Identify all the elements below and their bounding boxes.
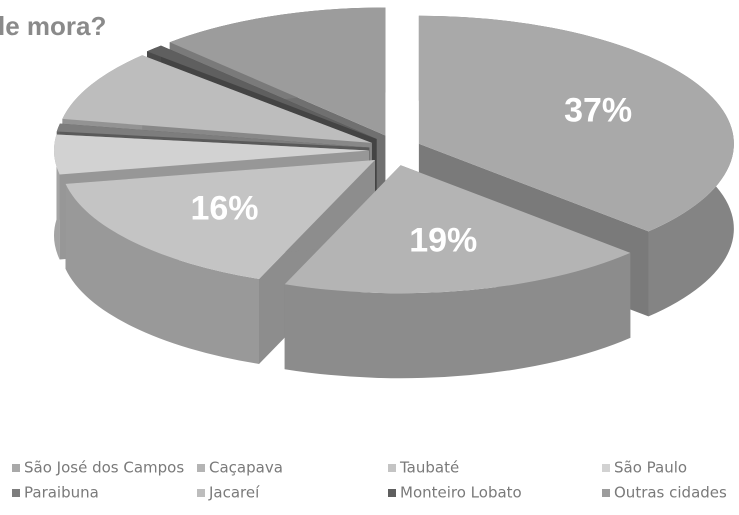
data-label: 19% (409, 222, 477, 260)
slice-top (54, 134, 370, 175)
slice-top (146, 45, 377, 139)
chart-title: le mora? (0, 11, 106, 41)
legend-swatch (197, 464, 205, 472)
slice-top (284, 165, 631, 294)
legend-label: Caçapava (209, 459, 283, 477)
slice-side (65, 183, 260, 364)
data-label: 16% (190, 190, 258, 228)
legend-label: Monteiro Lobato (400, 484, 522, 502)
slice-side (284, 252, 631, 379)
legend-label: São Paulo (614, 459, 687, 477)
legend-swatch (12, 489, 20, 497)
slice-top (65, 159, 375, 279)
legend-swatch (388, 464, 396, 472)
legend-label: Jacareí (208, 484, 260, 502)
slice: 19% (284, 165, 631, 379)
slice-top (56, 123, 370, 148)
slice-top (62, 55, 372, 143)
legend-swatch (197, 489, 205, 497)
legend-label: Outras cidades (614, 484, 727, 502)
legend-swatch (602, 464, 610, 472)
data-label: 37% (564, 91, 632, 129)
slice-side (54, 134, 60, 260)
legend-swatch (388, 489, 396, 497)
slice-top (418, 15, 734, 232)
legend-label: São José dos Campos (24, 459, 184, 477)
legend-swatch (602, 489, 610, 497)
slice-top (169, 7, 386, 136)
legend-label: Paraibuna (24, 484, 99, 502)
legend-label: Taubaté (399, 459, 459, 477)
legend-swatch (12, 464, 20, 472)
